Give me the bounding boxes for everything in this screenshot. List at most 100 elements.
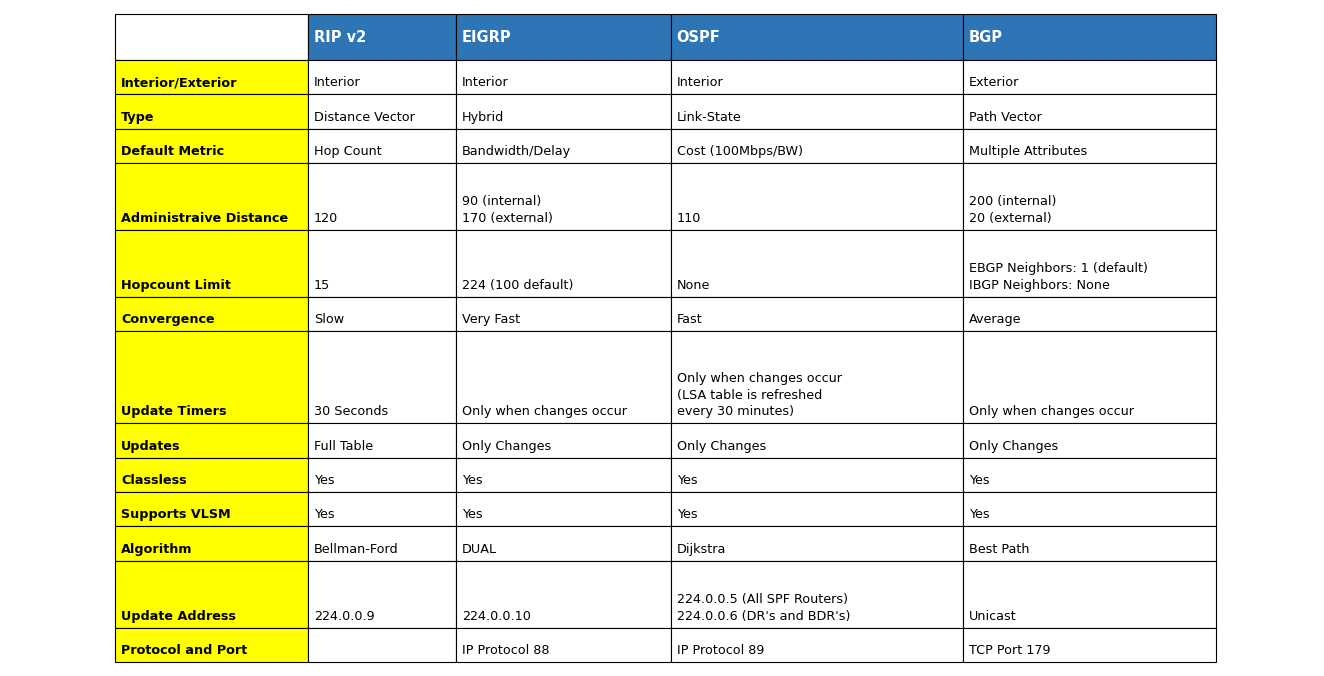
Text: RIP v2: RIP v2 xyxy=(314,30,367,45)
Text: Exterior: Exterior xyxy=(969,76,1019,89)
Bar xyxy=(455,331,671,423)
Bar xyxy=(671,128,963,163)
Text: Protocol and Port: Protocol and Port xyxy=(120,644,248,657)
Bar xyxy=(115,297,308,331)
Text: EIGRP: EIGRP xyxy=(462,30,511,45)
Text: Interior: Interior xyxy=(677,76,723,89)
Text: Yes: Yes xyxy=(969,474,989,487)
Bar xyxy=(115,163,308,230)
Text: IP Protocol 88: IP Protocol 88 xyxy=(462,644,549,657)
Bar xyxy=(308,297,455,331)
Text: Yes: Yes xyxy=(677,508,698,521)
Bar xyxy=(963,527,1215,561)
Bar xyxy=(963,95,1215,128)
Bar xyxy=(455,561,671,627)
Bar xyxy=(455,458,671,492)
Text: Yes: Yes xyxy=(462,508,483,521)
Bar xyxy=(671,331,963,423)
Bar xyxy=(308,627,455,662)
Text: 224.0.0.10: 224.0.0.10 xyxy=(462,610,531,623)
Bar xyxy=(963,627,1215,662)
Text: 200 (internal)
20 (external): 200 (internal) 20 (external) xyxy=(969,195,1057,225)
Text: DUAL: DUAL xyxy=(462,543,496,556)
Text: Convergence: Convergence xyxy=(120,313,214,327)
Text: 30 Seconds: 30 Seconds xyxy=(314,406,388,418)
Text: Distance Vector: Distance Vector xyxy=(314,111,414,124)
Bar xyxy=(671,230,963,297)
Text: Bellman-Ford: Bellman-Ford xyxy=(314,543,399,556)
Bar xyxy=(115,230,308,297)
Bar xyxy=(455,163,671,230)
Text: Yes: Yes xyxy=(969,508,989,521)
Text: Only when changes occur: Only when changes occur xyxy=(969,406,1133,418)
Bar xyxy=(115,458,308,492)
Bar xyxy=(671,297,963,331)
Text: 15: 15 xyxy=(314,279,330,292)
Text: Best Path: Best Path xyxy=(969,543,1029,556)
Text: Hybrid: Hybrid xyxy=(462,111,504,124)
Text: Dijkstra: Dijkstra xyxy=(677,543,726,556)
Text: Update Address: Update Address xyxy=(120,610,236,623)
Bar xyxy=(115,492,308,527)
Bar xyxy=(671,527,963,561)
Bar xyxy=(115,423,308,458)
Bar xyxy=(671,60,963,95)
Bar xyxy=(455,627,671,662)
Text: Only when changes occur: Only when changes occur xyxy=(462,406,628,418)
Text: Only Changes: Only Changes xyxy=(677,439,765,453)
Text: None: None xyxy=(677,279,710,292)
Bar xyxy=(963,163,1215,230)
Bar xyxy=(671,492,963,527)
Text: Full Table: Full Table xyxy=(314,439,373,453)
Bar xyxy=(308,331,455,423)
Text: Interior: Interior xyxy=(462,76,508,89)
Bar xyxy=(455,527,671,561)
Bar xyxy=(671,14,963,60)
Text: Classless: Classless xyxy=(120,474,187,487)
Text: Default Metric: Default Metric xyxy=(120,145,224,158)
Text: Unicast: Unicast xyxy=(969,610,1017,623)
Text: 110: 110 xyxy=(677,212,700,225)
Bar xyxy=(455,128,671,163)
Text: 120: 120 xyxy=(314,212,338,225)
Text: 90 (internal)
170 (external): 90 (internal) 170 (external) xyxy=(462,195,553,225)
Bar xyxy=(671,561,963,627)
Text: Type: Type xyxy=(120,111,155,124)
Text: Yes: Yes xyxy=(314,474,335,487)
Bar xyxy=(308,95,455,128)
Text: Yes: Yes xyxy=(462,474,483,487)
Bar xyxy=(308,458,455,492)
Text: 224.0.0.9: 224.0.0.9 xyxy=(314,610,375,623)
Bar xyxy=(115,627,308,662)
Bar xyxy=(455,492,671,527)
Text: Multiple Attributes: Multiple Attributes xyxy=(969,145,1087,158)
Text: Yes: Yes xyxy=(677,474,698,487)
Bar xyxy=(455,14,671,60)
Bar xyxy=(308,14,455,60)
Bar xyxy=(963,561,1215,627)
Bar xyxy=(308,128,455,163)
Text: Yes: Yes xyxy=(314,508,335,521)
Bar xyxy=(671,163,963,230)
Bar xyxy=(963,60,1215,95)
Bar xyxy=(671,95,963,128)
Bar xyxy=(115,331,308,423)
Bar xyxy=(308,527,455,561)
Bar xyxy=(455,230,671,297)
Text: Administraive Distance: Administraive Distance xyxy=(120,212,289,225)
Text: TCP Port 179: TCP Port 179 xyxy=(969,644,1050,657)
Text: Hop Count: Hop Count xyxy=(314,145,381,158)
Text: Bandwidth/Delay: Bandwidth/Delay xyxy=(462,145,571,158)
Text: Slow: Slow xyxy=(314,313,344,327)
Text: Interior/Exterior: Interior/Exterior xyxy=(120,76,237,89)
Text: 224.0.0.5 (All SPF Routers)
224.0.0.6 (DR's and BDR's): 224.0.0.5 (All SPF Routers) 224.0.0.6 (D… xyxy=(677,593,850,623)
Bar xyxy=(963,14,1215,60)
Text: Hopcount Limit: Hopcount Limit xyxy=(120,279,230,292)
Bar xyxy=(455,297,671,331)
Text: Link-State: Link-State xyxy=(677,111,741,124)
Bar xyxy=(308,60,455,95)
Bar xyxy=(115,561,308,627)
Text: Update Timers: Update Timers xyxy=(120,406,226,418)
Bar xyxy=(115,60,308,95)
Text: Only Changes: Only Changes xyxy=(969,439,1058,453)
